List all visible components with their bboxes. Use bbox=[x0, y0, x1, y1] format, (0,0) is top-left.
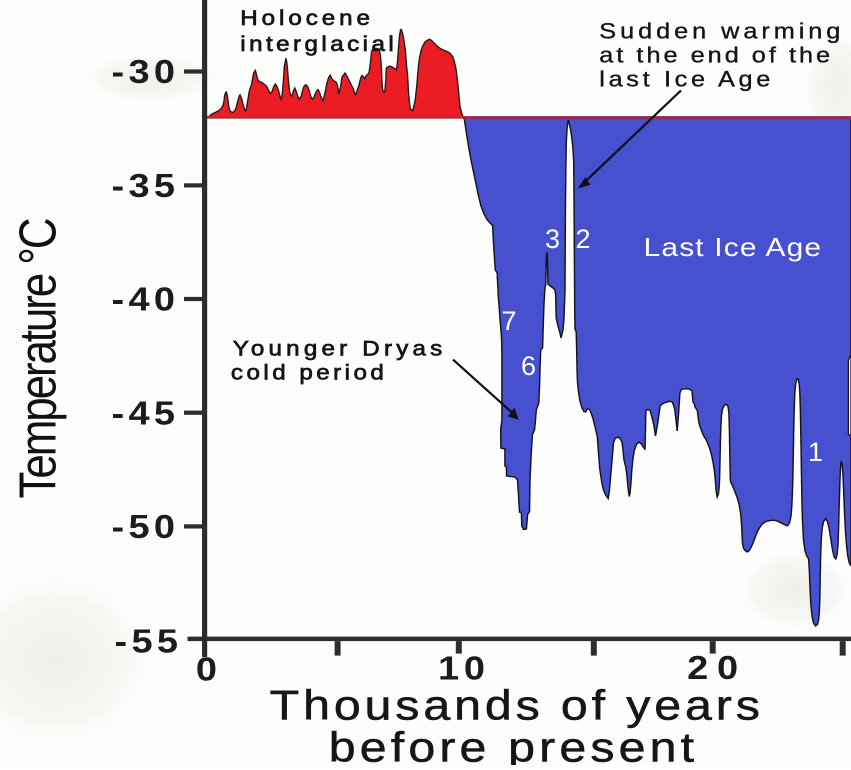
svg-text:-55: -55 bbox=[115, 623, 178, 660]
svg-text:-35: -35 bbox=[112, 167, 175, 204]
svg-text:before present: before present bbox=[329, 723, 695, 765]
svg-text:-45: -45 bbox=[112, 395, 175, 432]
svg-text:3: 3 bbox=[545, 224, 560, 254]
svg-text:-30: -30 bbox=[112, 54, 175, 91]
svg-text:cold period: cold period bbox=[231, 361, 384, 384]
svg-text:6: 6 bbox=[521, 351, 536, 381]
svg-text:1: 1 bbox=[808, 437, 823, 467]
svg-text:2: 2 bbox=[575, 224, 590, 254]
svg-text:Thousands of years: Thousands of years bbox=[270, 681, 760, 728]
svg-text:7: 7 bbox=[501, 306, 516, 336]
svg-text:-40: -40 bbox=[112, 281, 175, 318]
svg-text:Temperature °C: Temperature °C bbox=[10, 218, 67, 499]
svg-text:-50: -50 bbox=[112, 508, 175, 545]
svg-text:Last Ice Age: Last Ice Age bbox=[644, 233, 821, 262]
svg-text:0: 0 bbox=[196, 651, 217, 688]
